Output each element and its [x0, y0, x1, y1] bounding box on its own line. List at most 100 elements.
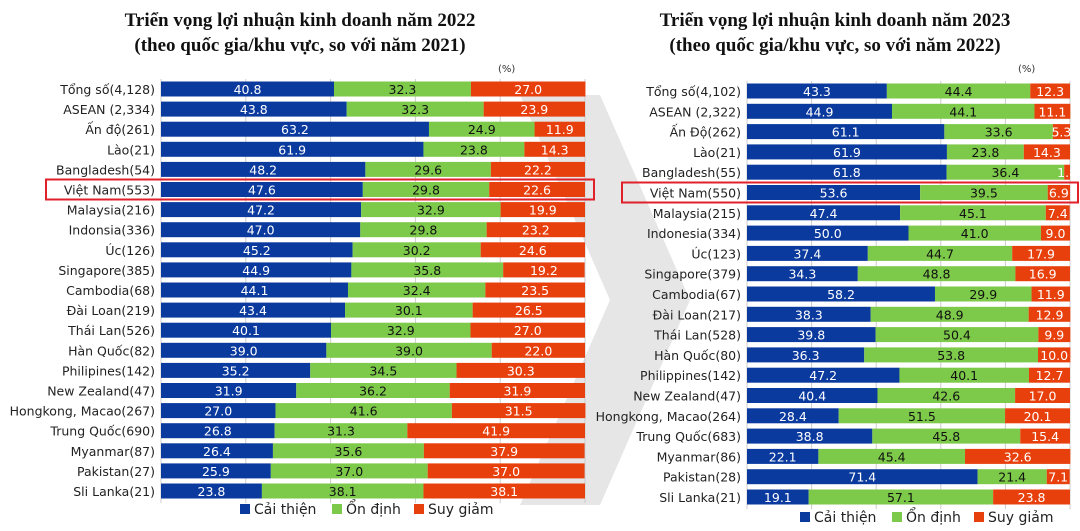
data-label: 26.5: [515, 303, 543, 318]
data-label: 15.4: [1031, 429, 1059, 444]
bar-Suy giảm: [480, 242, 585, 258]
data-label: 39.5: [970, 186, 998, 201]
bar-Cải thiện: [161, 483, 262, 499]
category-label: New Zealand(47): [633, 389, 741, 404]
bar-Cải thiện: [161, 161, 366, 177]
bar-Ổn định: [934, 286, 1032, 302]
data-label: 27.0: [514, 82, 542, 97]
bar-Suy giảm: [993, 489, 1070, 505]
category-label: Đài Loan(219): [67, 303, 155, 318]
bar-Cải thiện: [747, 124, 945, 140]
bar-Ổn định: [362, 182, 490, 197]
category-label: Philipines(142): [62, 363, 155, 378]
bar-Suy giảm: [1015, 388, 1070, 403]
highlight-box: [621, 181, 1079, 204]
category-label: ASEAN (2,334): [63, 102, 155, 117]
chart-2023-title: Triển vọng lợi nhuận kinh doanh năm 2023: [659, 10, 1011, 31]
bar-Ổn định: [818, 448, 966, 464]
category-label: Thái Lan(526): [67, 323, 155, 338]
bar-Suy giảm: [503, 262, 585, 278]
bar-Suy giảm: [1031, 286, 1070, 302]
bar-Cải thiện: [747, 205, 901, 221]
data-label: 23.8: [198, 484, 226, 499]
category-label: Việt Nam(553): [64, 183, 155, 198]
data-label: 23.8: [971, 145, 999, 160]
data-label: 19.1: [764, 490, 792, 505]
bar-Ổn định: [908, 225, 1041, 241]
bar-Cải thiện: [747, 306, 871, 322]
category-label: Ấn độ(261): [85, 121, 155, 137]
bar-Cải thiện: [747, 469, 978, 485]
data-label: 11.9: [1037, 287, 1065, 302]
data-label: 39.0: [395, 343, 423, 358]
data-label: 38.8: [796, 429, 824, 444]
data-label: 9.0: [1046, 226, 1066, 241]
data-label: 35.8: [413, 263, 441, 278]
data-label: 38.3: [795, 307, 823, 322]
data-label: 41.9: [482, 424, 510, 439]
highlight-box: [45, 178, 595, 201]
category-label: Singapore(385): [58, 263, 155, 278]
legend-swatch: [974, 512, 984, 522]
bar-Suy giảm: [427, 463, 585, 479]
bar-Ổn định: [857, 266, 1016, 282]
bar-Ổn định: [946, 144, 1024, 160]
data-label: 43.8: [240, 102, 268, 117]
category-label: Cambodia(68): [66, 283, 155, 298]
category-label: Trung Quốc(690): [49, 424, 155, 439]
data-label: 12.3: [1036, 84, 1064, 99]
data-label: 44.7: [926, 246, 954, 261]
data-label: 53.6: [820, 186, 848, 201]
bar-Cải thiện: [161, 121, 429, 137]
bar-Ổn định: [877, 388, 1016, 403]
bar-Cải thiện: [747, 185, 921, 200]
data-label: 44.1: [949, 104, 977, 119]
bar-Suy giảm: [1052, 124, 1070, 140]
data-label: 9.9: [1044, 328, 1064, 343]
bar-Suy giảm: [1023, 144, 1070, 160]
data-label: 22.0: [524, 343, 552, 358]
data-label: 61.1: [832, 125, 860, 140]
bar-Cải thiện: [161, 202, 362, 218]
data-label: 71.4: [848, 470, 876, 485]
data-label: 14.3: [1033, 145, 1061, 160]
bar-Cải thiện: [747, 164, 947, 180]
bar-Cải thiện: [161, 383, 297, 398]
category-label: Hongkong, Macao(267): [10, 404, 155, 419]
legend-swatch: [414, 504, 424, 514]
data-label: 31.9: [503, 384, 531, 399]
bar-Suy giảm: [1020, 428, 1070, 444]
bar-Cải thiện: [161, 403, 276, 419]
bar-Cải thiện: [747, 144, 947, 160]
data-label: 29.6: [414, 162, 442, 177]
bar-Ổn định: [875, 327, 1039, 343]
data-label: 40.8: [234, 82, 262, 97]
legend-label: Cải thiện: [814, 510, 876, 526]
data-label: 31.5: [505, 404, 533, 419]
data-label: 32.3: [389, 82, 417, 97]
data-label: 24.6: [519, 243, 547, 258]
category-label: Tổng số(4,128): [59, 82, 155, 97]
bar-Ổn định: [808, 489, 994, 505]
data-label: 19.9: [529, 203, 557, 218]
bar-Suy giảm: [423, 483, 585, 499]
data-label: 7.1: [1048, 470, 1068, 485]
bar-Suy giảm: [491, 342, 585, 358]
category-label: Myanmar(86): [657, 449, 741, 464]
data-label: 57.1: [887, 490, 915, 505]
legend-swatch: [332, 504, 342, 514]
bar-Cải thiện: [161, 182, 363, 197]
category-label: Trung Quốc(683): [635, 429, 741, 444]
data-label: 47.0: [247, 223, 275, 238]
bar-Suy giảm: [1028, 367, 1070, 383]
bar-Ổn định: [870, 306, 1029, 322]
data-label: 7.4: [1048, 206, 1068, 221]
data-label: 22.1: [769, 449, 797, 464]
bar-Suy giảm: [534, 121, 585, 137]
bar-Cải thiện: [747, 408, 839, 424]
category-label: Bangladesh(55): [642, 165, 741, 180]
category-label: Thái Lan(528): [653, 328, 741, 343]
data-label: 37.0: [492, 464, 520, 479]
data-label: 47.6: [248, 183, 276, 198]
